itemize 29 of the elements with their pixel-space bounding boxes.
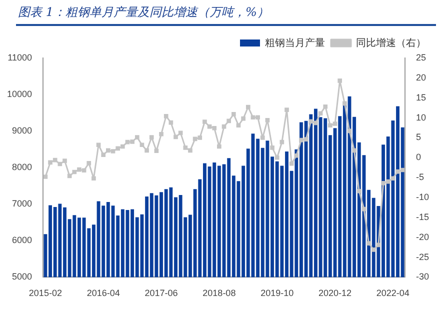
y-tick-label: 6000 — [12, 235, 32, 246]
y2-tick-label: -30 — [416, 272, 430, 282]
y2-tick-label: -25 — [416, 252, 430, 262]
x-tick-label: 2016-04 — [86, 288, 120, 298]
y2-tick-label: -20 — [416, 232, 430, 242]
x-tick-label: 2017-06 — [144, 288, 178, 298]
y2-tick-label: 25 — [416, 52, 426, 62]
x-tick-label: 2022-04 — [376, 288, 410, 298]
chart-title: 图表 1：粗钢单月产量及同比增速（万吨，%） — [18, 4, 269, 21]
x-tick-label: 2019-10 — [260, 288, 294, 298]
y2-tick-label: 20 — [416, 72, 426, 82]
y-tick-label: 7000 — [12, 198, 32, 209]
y-tick-label: 10000 — [6, 89, 32, 100]
y2-tick-label: 5 — [416, 132, 422, 142]
y2-tick-label: 10 — [416, 112, 426, 122]
x-tick-label: 2020-12 — [318, 288, 352, 298]
y2-tick-label: -15 — [416, 212, 430, 222]
legend-label: 同比增速（右） — [356, 36, 426, 49]
legend-label: 粗钢当月产量 — [265, 36, 325, 49]
y-tick-label: 9000 — [12, 126, 32, 136]
y2-tick-label: -10 — [416, 192, 430, 202]
y2-tick-label: 0 — [416, 152, 422, 162]
x-tick-label: 2018-08 — [202, 288, 236, 298]
y-tick-label: 11000 — [8, 52, 32, 62]
y2-tick-label: -5 — [416, 172, 424, 182]
y-tick-label: 5000 — [12, 272, 32, 282]
y-tick-label: 8000 — [12, 162, 32, 172]
x-tick-label: 2015-02 — [28, 288, 62, 298]
y2-tick-label: 15 — [416, 92, 426, 102]
